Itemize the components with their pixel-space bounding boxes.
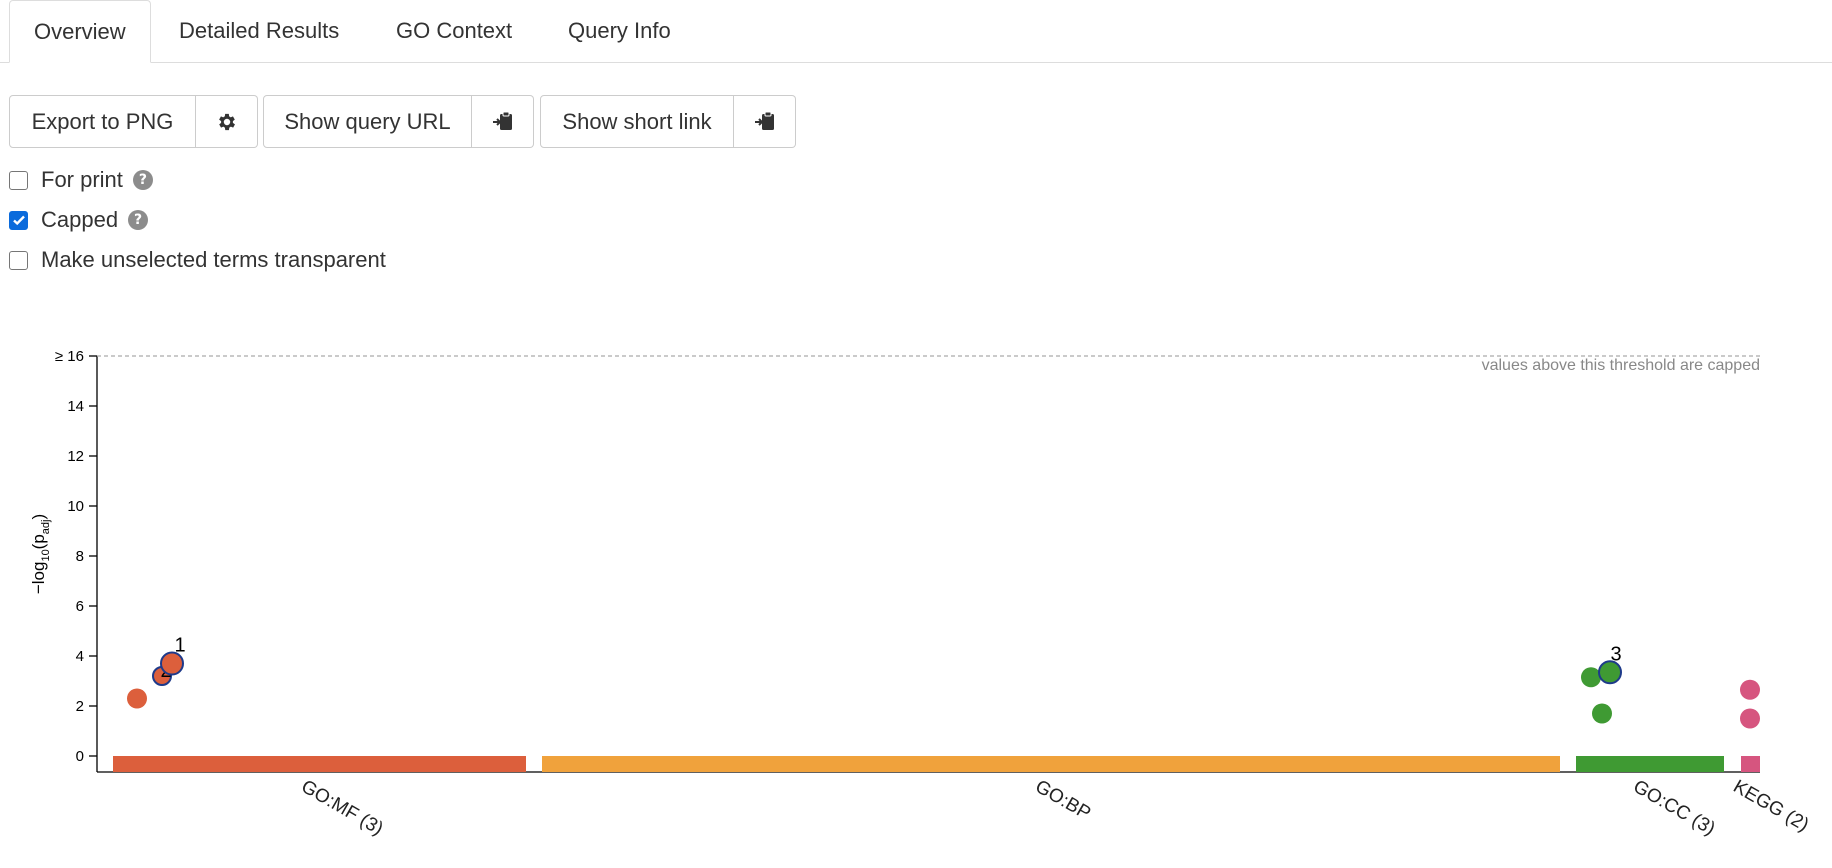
capped-option: Capped ? — [9, 206, 149, 234]
clipboard-copy-icon — [754, 111, 774, 130]
data-point[interactable] — [1740, 708, 1760, 729]
tab-go-context[interactable]: GO Context — [396, 18, 513, 43]
y-tick-label: 6 — [76, 598, 84, 615]
tab-detailed-results[interactable]: Detailed Results — [179, 18, 340, 43]
tab-overview[interactable]: Overview — [9, 0, 151, 63]
data-point[interactable] — [127, 688, 147, 709]
source-bars — [113, 756, 1760, 772]
point-label: 1 — [174, 635, 185, 657]
show-query-url-button[interactable]: Show query URL — [263, 95, 472, 148]
transparent-label: Make unselected terms transparent — [41, 247, 386, 272]
category-label: KEGG (2) — [1730, 776, 1813, 836]
for-print-checkbox[interactable] — [9, 170, 28, 190]
category-label: GO:MF (3) — [298, 776, 387, 840]
for-print-option: For print ? — [9, 166, 153, 194]
help-icon[interactable]: ? — [132, 170, 153, 190]
category-label: GO:BP — [1032, 776, 1095, 824]
copy-short-link-button[interactable] — [734, 95, 796, 148]
checkmark-icon — [12, 215, 25, 226]
clipboard-copy-icon — [492, 111, 512, 130]
source-bar-gobp[interactable] — [542, 756, 1560, 772]
export-png-button[interactable]: Export to PNG — [9, 95, 196, 148]
transparent-checkbox[interactable] — [9, 250, 28, 270]
query-url-button-group: Show query URL — [263, 95, 534, 148]
y-tick-label: 8 — [76, 548, 84, 565]
data-point[interactable] — [1598, 660, 1622, 685]
data-point[interactable] — [1592, 703, 1612, 724]
y-tick-label: 10 — [67, 498, 84, 515]
data-point[interactable] — [160, 651, 184, 676]
tab-query-info[interactable]: Query Info — [568, 18, 671, 43]
source-bar-gomf[interactable] — [113, 756, 526, 772]
show-short-link-button[interactable]: Show short link — [540, 95, 734, 148]
for-print-label: For print — [41, 167, 123, 192]
point-label: 3 — [1610, 643, 1621, 665]
data-point[interactable] — [1740, 679, 1760, 700]
y-tick-label: 12 — [67, 448, 84, 465]
cap-threshold-note: values above this threshold are capped — [1482, 357, 1760, 374]
y-tick-label: 0 — [76, 748, 84, 765]
data-point[interactable] — [1581, 667, 1601, 688]
y-axis: 0 2 4 6 8 10 12 14 ≥ 16 — [55, 348, 98, 772]
category-label: GO:CC (3) — [1630, 776, 1719, 840]
capped-label: Capped — [41, 207, 119, 232]
y-tick-label: ≥ 16 — [55, 348, 84, 365]
export-button-group: Export to PNG — [9, 95, 258, 148]
tab-bar: Overview Detailed Results GO Context Que… — [0, 0, 1832, 63]
copy-query-url-button[interactable] — [472, 95, 534, 148]
y-axis-label: −log10(padj) — [29, 514, 52, 594]
data-points: 213 — [127, 635, 1760, 729]
gear-icon — [218, 113, 235, 130]
export-settings-button[interactable] — [196, 95, 258, 148]
short-link-button-group: Show short link — [540, 95, 796, 148]
y-tick-label: 14 — [67, 398, 84, 415]
help-icon[interactable]: ? — [128, 210, 149, 230]
source-bar-gocc[interactable] — [1576, 756, 1724, 772]
transparent-option: Make unselected terms transparent — [9, 246, 386, 274]
manhattan-plot: 0 2 4 6 8 10 12 14 ≥ 16 −log10(padj) values abov… — [29, 348, 1813, 840]
source-bar-kegg[interactable] — [1741, 756, 1760, 772]
y-tick-label: 4 — [76, 648, 84, 665]
category-labels: GO:MF (3) GO:BP GO:CC (3) KEGG (2) — [298, 776, 1813, 840]
capped-checkbox[interactable] — [9, 210, 28, 230]
y-tick-label: 2 — [76, 698, 84, 715]
